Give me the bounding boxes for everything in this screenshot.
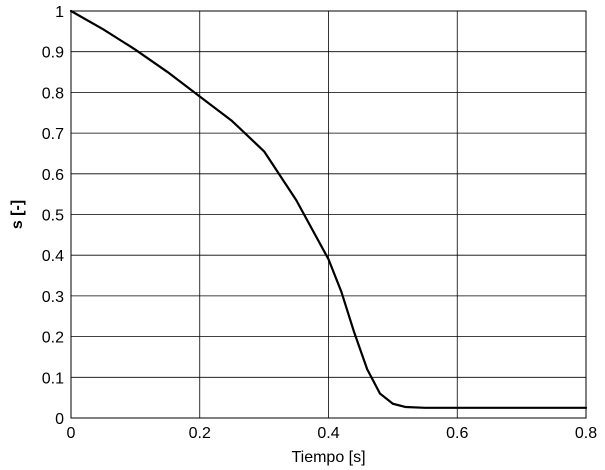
x-tick-label: 0.6 [446,425,468,442]
y-tick-label: 0.9 [42,45,64,62]
x-tick-label: 0.2 [189,425,211,442]
x-tick-labels: 0 0.2 0.4 0.6 0.8 [67,425,598,442]
y-tick-labels: 0 0.1 0.2 0.3 0.4 0.5 0.6 0.7 0.8 0.9 1 [42,4,64,428]
y-tick-label: 0.2 [42,330,64,347]
series-line [69,9,588,409]
x-axis-label: Tiempo [s] [291,449,365,466]
y-tick-label: 1 [55,4,64,21]
y-tick-label: 0.3 [42,289,64,306]
y-tick-label: 0.4 [42,248,64,265]
y-axis-label: s [-] [9,200,26,229]
y-tick-label: 0 [55,411,64,428]
grid-lines [71,11,586,418]
y-tick-label: 0.1 [42,370,64,387]
y-tick-label: 0.7 [42,126,64,143]
y-tick-label: 0.6 [42,167,64,184]
x-tick-label: 0 [67,425,76,442]
y-tick-label: 0.5 [42,208,64,225]
y-tick-label: 0.8 [42,85,64,102]
x-tick-label: 0.8 [575,425,597,442]
plot-area [70,10,587,419]
x-tick-label: 0.4 [317,425,339,442]
series-layer [69,9,588,409]
